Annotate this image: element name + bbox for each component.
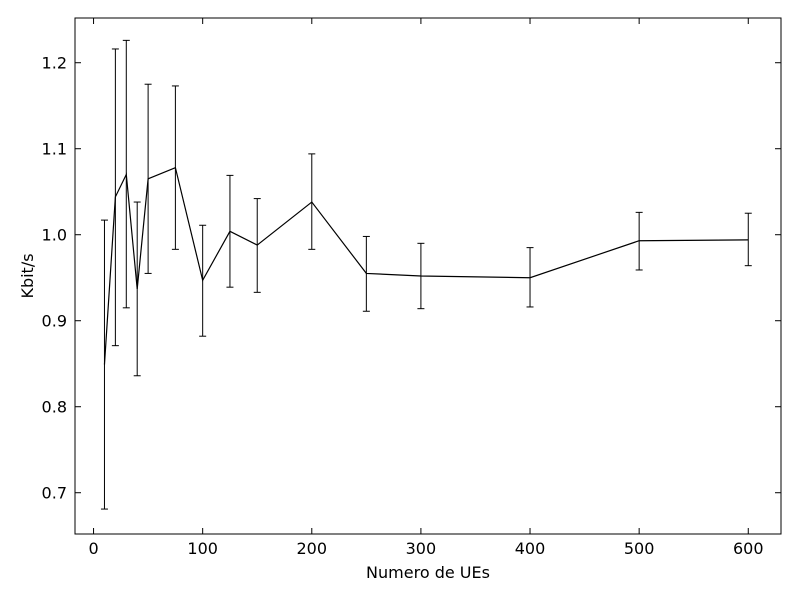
error-bar (226, 174, 234, 288)
x-tick-label: 600 (733, 539, 764, 558)
error-bar (133, 201, 141, 377)
plot-frame (74, 17, 782, 535)
error-bar (362, 235, 370, 312)
error-bar (635, 211, 643, 271)
y-tick-label: 1.2 (42, 54, 67, 73)
error-bar (744, 212, 752, 267)
x-tick-label: 100 (187, 539, 218, 558)
error-bar (171, 85, 179, 250)
x-tick-label: 500 (624, 539, 655, 558)
y-tick-label: 1.1 (42, 140, 67, 159)
error-bar (253, 198, 261, 293)
y-axis-label: Kbit/s (18, 253, 37, 298)
y-tick-label: 0.8 (42, 398, 67, 417)
error-bar (122, 39, 130, 309)
error-bar (308, 153, 316, 250)
axis-ticks: 0 100 200 300 400 500 600 0.7 0.8 0.9 1.0 1.1 1.2 (42, 18, 781, 558)
x-tick-label: 300 (406, 539, 437, 558)
error-bar (526, 247, 534, 308)
series-line (103, 166, 749, 365)
x-axis-label: Numero de UEs (366, 563, 490, 582)
x-tick-label: 200 (297, 539, 328, 558)
error-bar (417, 242, 425, 310)
y-tick-label: 0.7 (42, 484, 67, 503)
y-tick-label: 1.0 (42, 226, 67, 245)
x-tick-label: 400 (515, 539, 546, 558)
error-bar (199, 224, 207, 337)
x-tick-label: 0 (88, 539, 98, 558)
plot-content (100, 39, 752, 510)
error-bar (111, 48, 119, 347)
y-tick-label: 0.9 (42, 312, 67, 331)
error-bar (144, 83, 152, 274)
error-bar (100, 219, 108, 510)
